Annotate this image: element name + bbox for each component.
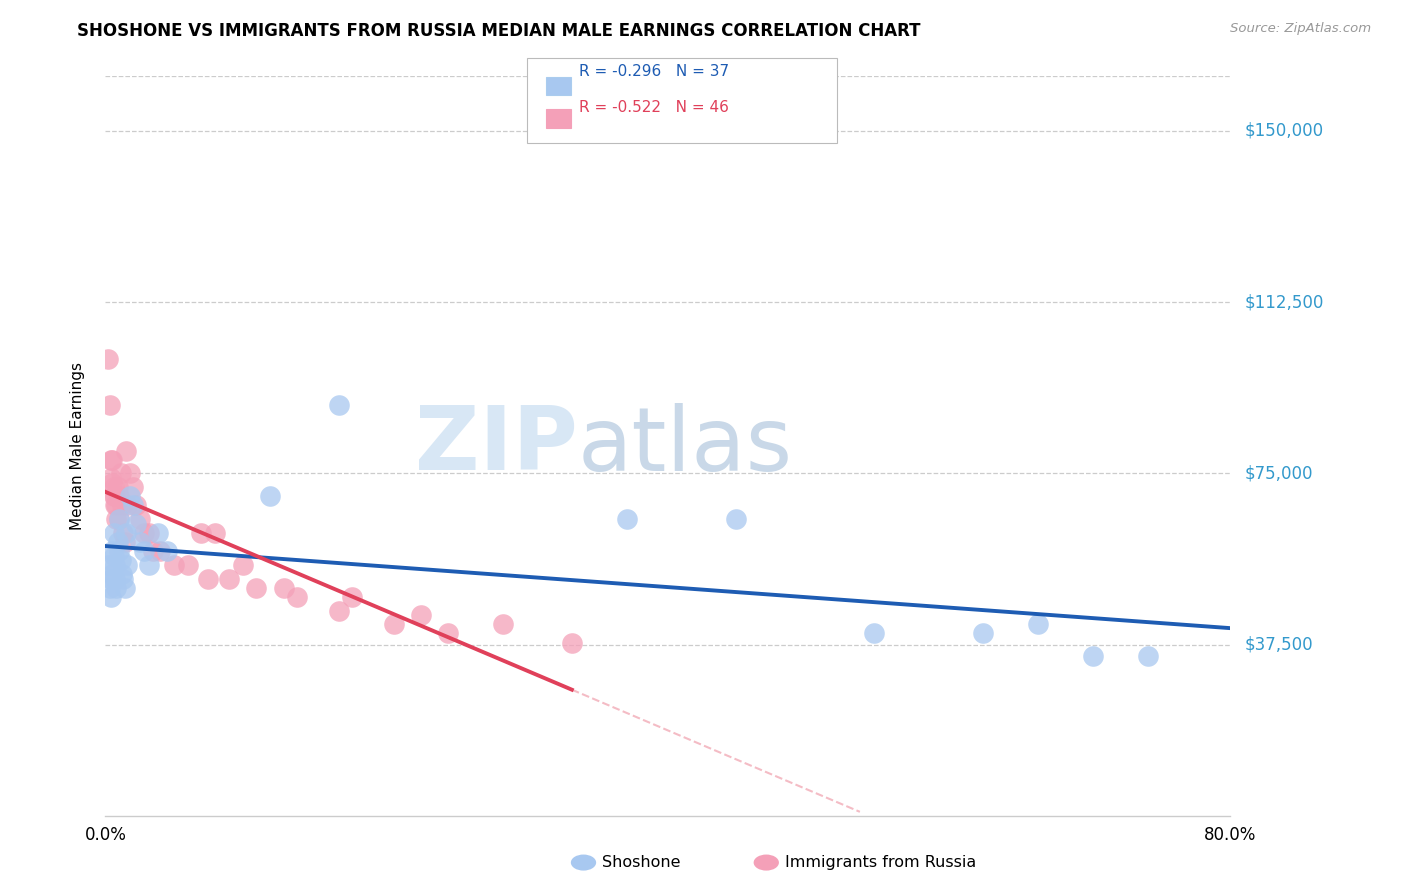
Point: [117, 558, 139, 572]
Point: [862, 626, 884, 640]
Point: [103, 549, 125, 563]
Point: [104, 499, 127, 513]
Text: Immigrants from Russia: Immigrants from Russia: [785, 855, 976, 870]
Point: [103, 480, 125, 494]
Point: [101, 566, 124, 581]
Point: [328, 603, 350, 617]
Text: R = -0.522   N = 46: R = -0.522 N = 46: [579, 100, 730, 114]
Point: [177, 558, 200, 572]
Point: [561, 635, 583, 649]
Point: [100, 572, 122, 586]
Point: [107, 480, 129, 494]
Point: [110, 467, 132, 481]
Point: [132, 525, 155, 540]
Point: [1026, 617, 1049, 632]
Point: [105, 499, 128, 513]
Point: [142, 544, 165, 558]
Point: [112, 572, 135, 586]
Point: [107, 535, 129, 549]
Point: [103, 525, 125, 540]
Point: [163, 558, 186, 572]
Point: [616, 512, 638, 526]
Point: [98, 398, 121, 412]
Point: [97, 558, 120, 572]
Point: [156, 544, 179, 558]
Point: [328, 398, 350, 412]
Point: [204, 525, 226, 540]
Point: [122, 499, 145, 513]
Point: [287, 590, 309, 604]
Text: R = -0.296   N = 37: R = -0.296 N = 37: [579, 64, 730, 78]
Text: $75,000: $75,000: [1244, 465, 1313, 483]
Point: [104, 558, 127, 572]
Point: [492, 617, 515, 632]
Point: [100, 452, 122, 467]
Point: [437, 626, 460, 640]
Point: [138, 525, 160, 540]
Point: [114, 535, 136, 549]
Point: [273, 581, 295, 595]
Point: [149, 544, 172, 558]
Point: [104, 572, 127, 586]
Point: [972, 626, 994, 640]
Point: [110, 553, 132, 567]
Point: [725, 512, 748, 526]
Point: [108, 489, 131, 503]
Point: [105, 581, 128, 595]
Text: $150,000: $150,000: [1244, 121, 1323, 140]
Point: [114, 581, 136, 595]
Point: [122, 480, 145, 494]
Point: [218, 572, 240, 586]
Point: [104, 489, 127, 503]
Point: [146, 525, 169, 540]
Point: [124, 499, 146, 513]
Text: $37,500: $37,500: [1244, 636, 1313, 654]
Point: [112, 525, 135, 540]
Point: [259, 489, 281, 503]
Text: Source: ZipAtlas.com: Source: ZipAtlas.com: [1230, 22, 1371, 36]
Point: [245, 581, 267, 595]
Point: [100, 471, 122, 485]
Point: [120, 489, 142, 503]
Point: [342, 590, 364, 604]
Point: [98, 581, 121, 595]
Point: [120, 467, 142, 481]
Y-axis label: Median Male Earnings: Median Male Earnings: [70, 362, 84, 530]
Point: [1136, 649, 1159, 664]
Point: [409, 608, 432, 623]
Point: [232, 558, 254, 572]
Point: [108, 544, 131, 558]
Point: [190, 525, 212, 540]
Point: [382, 617, 405, 632]
Point: [115, 443, 138, 458]
Point: [108, 512, 131, 526]
Point: [97, 352, 120, 367]
Text: Shoshone: Shoshone: [602, 855, 681, 870]
Point: [101, 475, 124, 490]
Point: [101, 452, 124, 467]
Point: [108, 512, 131, 526]
Point: [1081, 649, 1104, 664]
Text: SHOSHONE VS IMMIGRANTS FROM RUSSIA MEDIAN MALE EARNINGS CORRELATION CHART: SHOSHONE VS IMMIGRANTS FROM RUSSIA MEDIA…: [77, 22, 921, 40]
Point: [115, 525, 138, 540]
Text: $112,500: $112,500: [1244, 293, 1323, 311]
Text: ZIP: ZIP: [415, 402, 578, 490]
Point: [111, 566, 134, 581]
Point: [101, 544, 124, 558]
Point: [128, 535, 150, 549]
Point: [197, 572, 219, 586]
Point: [105, 512, 128, 526]
Point: [103, 489, 125, 503]
Point: [138, 558, 160, 572]
Point: [111, 499, 134, 513]
Point: [132, 544, 155, 558]
Point: [128, 512, 150, 526]
Point: [100, 590, 122, 604]
Text: atlas: atlas: [578, 402, 793, 490]
Point: [124, 516, 146, 531]
Point: [117, 499, 139, 513]
